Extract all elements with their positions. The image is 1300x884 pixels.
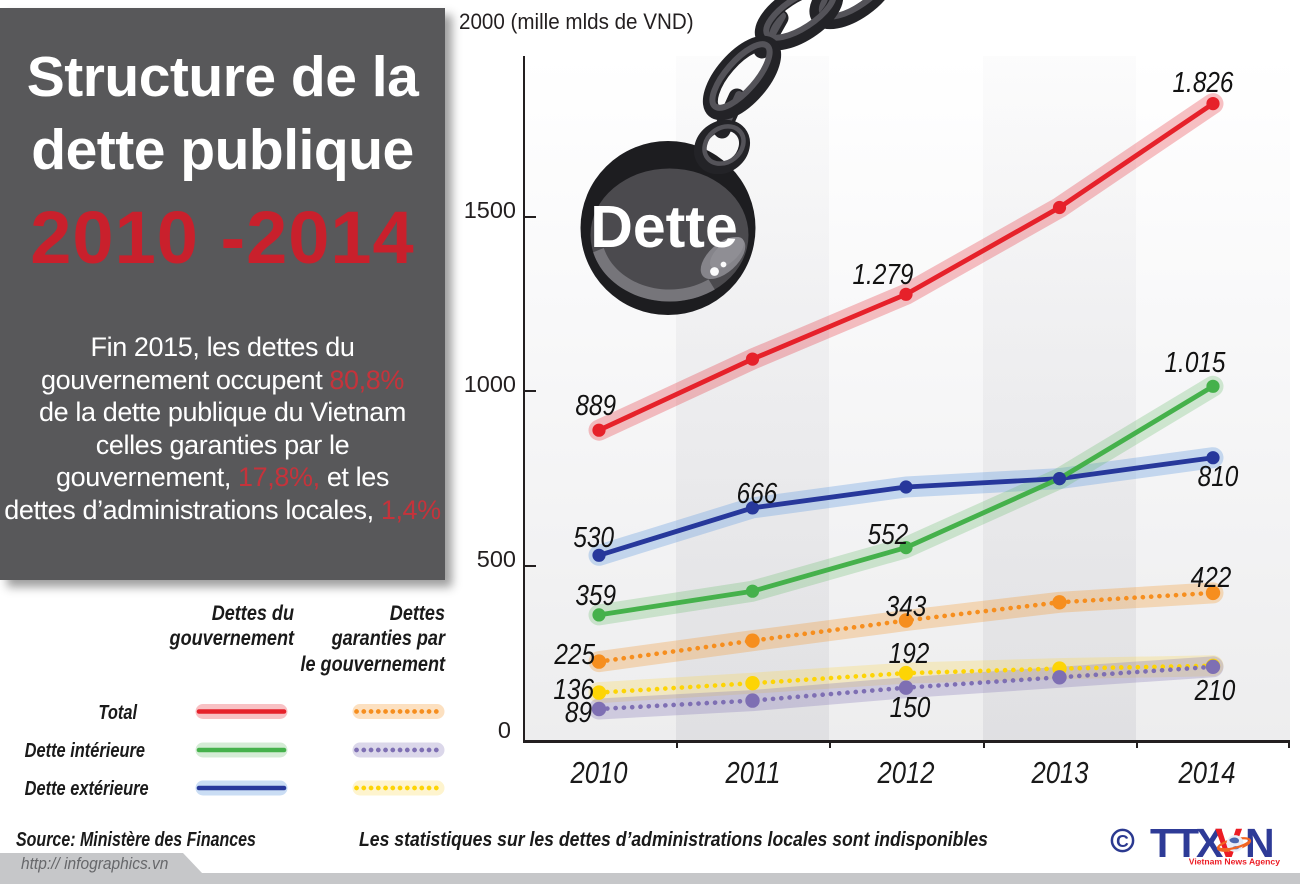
svg-text:Dette: Dette <box>590 194 738 260</box>
svg-text:X: X <box>1196 820 1223 866</box>
svg-text:TT: TT <box>1150 820 1199 866</box>
svg-text:Vietnam News Agency: Vietnam News Agency <box>1189 857 1280 867</box>
svg-text:C: C <box>1116 831 1129 851</box>
